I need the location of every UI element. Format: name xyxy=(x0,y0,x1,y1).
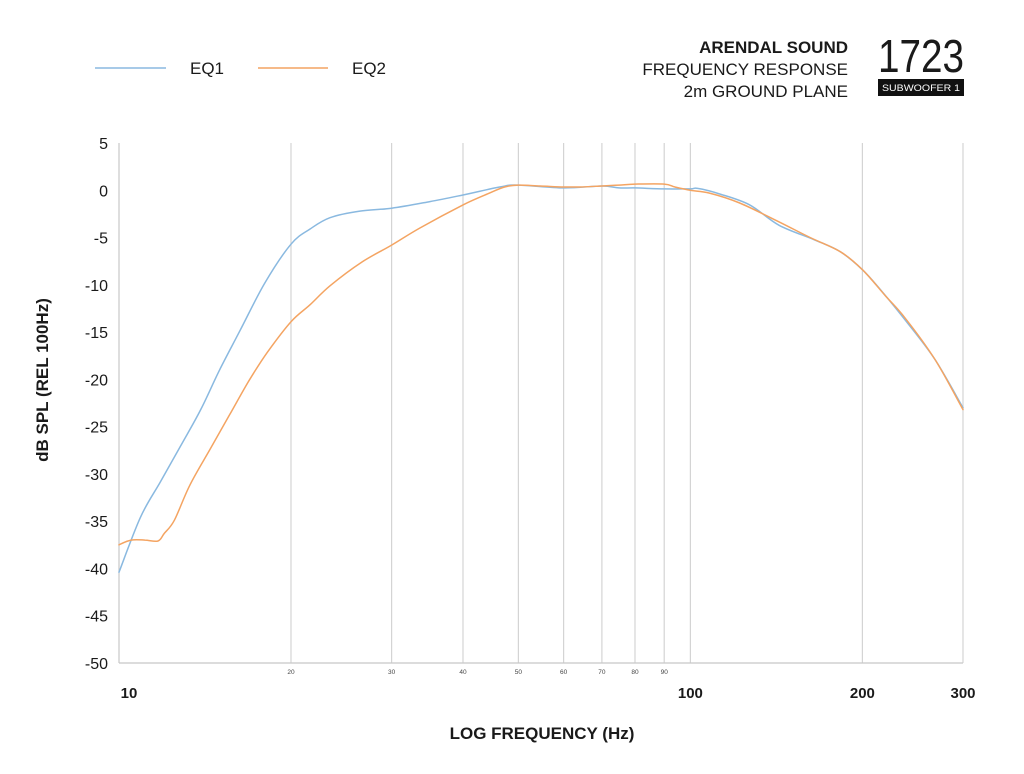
series-lines xyxy=(118,183,964,573)
y-tick-label: -10 xyxy=(85,278,108,295)
y-tick-label: -35 xyxy=(85,514,108,531)
legend-label-eq2: EQ2 xyxy=(352,59,386,78)
x-minor-tick-label: 40 xyxy=(459,669,467,676)
chart-subtitle: FREQUENCY RESPONSE xyxy=(642,60,848,79)
y-axis-title: dB SPL (REL 100Hz) xyxy=(33,298,52,462)
y-tick-label: -25 xyxy=(85,420,108,437)
x-major-tick-label: 10 xyxy=(121,685,138,702)
x-minor-tick-label: 30 xyxy=(388,669,396,676)
model-badge xyxy=(878,79,964,96)
series-line-eq2 xyxy=(118,183,964,546)
model-logo: 1723 SUBWOOFER 1 xyxy=(878,30,964,96)
x-major-tick-label: 100 xyxy=(678,685,703,702)
series-line-eq1 xyxy=(118,184,964,573)
x-axis-title: LOG FREQUENCY (Hz) xyxy=(450,724,635,743)
y-tick-label: 5 xyxy=(99,136,108,153)
brand-title: ARENDAL SOUND xyxy=(699,38,848,57)
legend: EQ1 EQ2 xyxy=(95,59,386,78)
y-tick-label: -50 xyxy=(85,656,108,673)
model-badge-label: SUBWOOFER 1 xyxy=(882,83,960,94)
y-tick-label: 0 xyxy=(99,183,108,200)
y-tick-labels: 5 0 -5 -10 -15 -20 -25 -30 -35 -40 -45 -50 xyxy=(85,136,108,673)
x-minor-tick-label: 90 xyxy=(661,669,669,676)
y-tick-label: -45 xyxy=(85,609,108,626)
x-minor-tick-label: 50 xyxy=(515,669,523,676)
x-minor-tick-label: 80 xyxy=(631,669,639,676)
y-tick-label: -15 xyxy=(85,325,108,342)
x-major-tick-label: 200 xyxy=(850,685,875,702)
x-minor-tick-label: 20 xyxy=(287,669,295,676)
title-block: ARENDAL SOUND FREQUENCY RESPONSE 2m GROU… xyxy=(642,38,848,101)
y-tick-label: -20 xyxy=(85,372,108,389)
x-minor-tick-label: 60 xyxy=(560,669,568,676)
y-tick-label: -30 xyxy=(85,467,108,484)
x-minor-tick-label: 70 xyxy=(598,669,606,676)
y-tick-label: -40 xyxy=(85,562,108,579)
gridlines xyxy=(290,143,964,663)
y-tick-label: -5 xyxy=(94,231,108,248)
model-number: 1723 xyxy=(878,30,964,82)
axes xyxy=(118,143,963,664)
legend-label-eq1: EQ1 xyxy=(190,59,224,78)
measurement-condition: 2m GROUND PLANE xyxy=(684,82,848,101)
x-major-tick-label: 300 xyxy=(950,685,975,702)
x-tick-labels: 20 30 40 50 60 70 80 90 10 100 200 300 xyxy=(121,669,976,702)
